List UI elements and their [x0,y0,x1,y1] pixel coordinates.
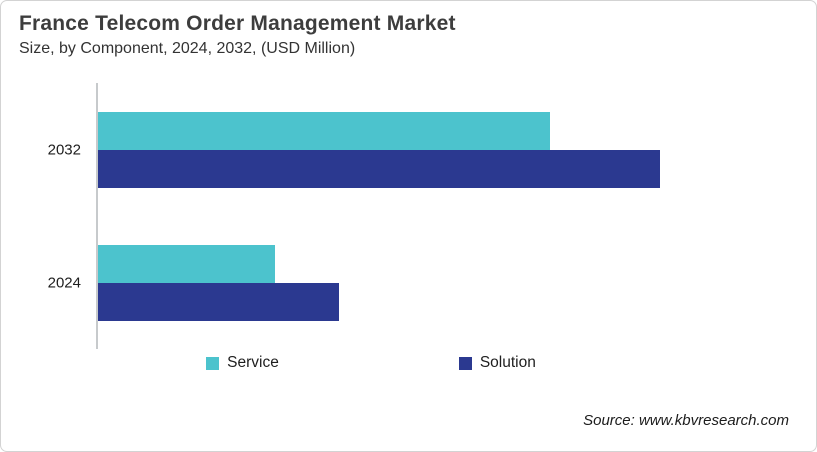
plot-area: 2032 2024 [48,83,790,349]
chart-subtitle: Size, by Component, 2024, 2032, (USD Mil… [19,40,356,57]
solution-swatch-icon [458,356,472,370]
bar-group-2032: 2032 [48,111,790,188]
bar-solution-2024 [98,282,339,321]
bar-service-2032 [98,111,550,150]
legend-item-solution: Solution [458,354,536,372]
bar-service-2024 [98,244,276,283]
chart-title: France Telecom Order Management Market [19,12,456,35]
legend-item-service: Service [206,354,279,372]
source-credit: Source: www.kbvresearch.com [583,412,789,429]
legend: Service Solution [1,354,741,372]
legend-label-solution: Solution [479,354,536,371]
category-label-2024: 2024 [47,274,81,291]
legend-label-service: Service [227,354,279,371]
bar-solution-2032 [98,149,660,188]
chart-header: France Telecom Order Management Market S… [19,12,456,58]
bar-group-2024: 2024 [48,244,790,321]
service-swatch-icon [206,356,220,370]
category-label-2032: 2032 [47,141,81,158]
